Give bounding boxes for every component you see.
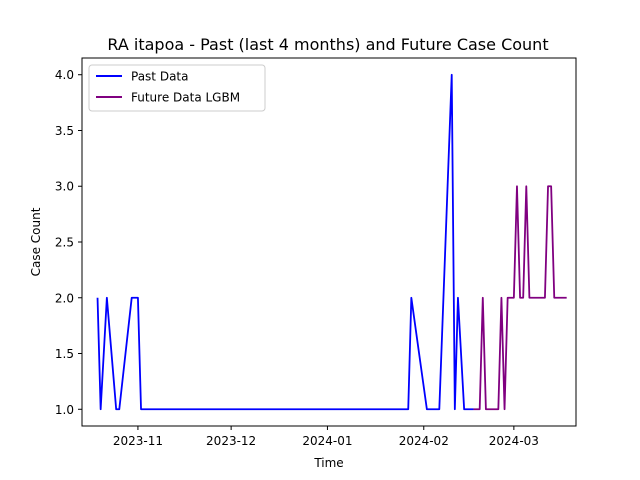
- y-tick-label: 4.0: [55, 68, 74, 82]
- x-axis-label: Time: [313, 456, 343, 470]
- y-tick-label: 1.5: [55, 347, 74, 361]
- y-tick-label: 3.0: [55, 180, 74, 194]
- plot-frame: [81, 57, 577, 427]
- x-tick-label: 2023-12: [206, 434, 256, 448]
- x-tick-label: 2024-01: [302, 434, 352, 448]
- series-line-past-data: [96, 73, 474, 411]
- plot-area: [81, 57, 577, 427]
- y-tick-label: 3.5: [55, 124, 74, 138]
- y-tick-label: 2.0: [55, 291, 74, 305]
- y-tick-label: 2.5: [55, 236, 74, 250]
- x-tick-label: 2024-03: [489, 434, 539, 448]
- legend-label-future-data-lgbm: Future Data LGBM: [131, 91, 240, 105]
- x-tick-label: 2024-02: [399, 434, 449, 448]
- y-axis-label: Case Count: [29, 207, 43, 276]
- y-tick-label: 1.0: [55, 403, 74, 417]
- series-line-future-data-lgbm: [473, 185, 567, 411]
- legend: Past Data Future Data LGBM: [88, 64, 266, 112]
- legend-label-past-data: Past Data: [131, 70, 188, 84]
- series-layer: [96, 73, 567, 411]
- chart-title: RA itapoa - Past (last 4 months) and Fut…: [107, 35, 548, 54]
- x-axis: 2023-11 2023-12 2024-01 2024-02 2024-03: [113, 426, 539, 448]
- legend-frame: [88, 64, 266, 112]
- y-axis: 1.0 1.5 2.0 2.5 3.0 3.5 4.0: [55, 68, 82, 417]
- x-tick-label: 2023-11: [113, 434, 163, 448]
